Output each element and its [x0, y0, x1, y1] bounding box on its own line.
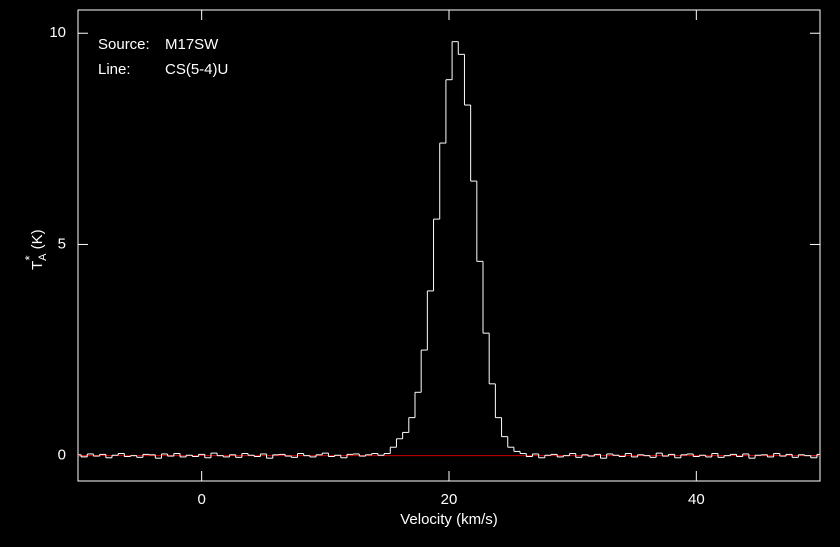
x-tick-label: 20	[441, 491, 458, 508]
y-tick-label: 10	[49, 24, 66, 41]
annotation-value: CS(5-4)U	[165, 61, 228, 78]
y-label-symbol: TA*(K)	[22, 229, 48, 270]
x-axis-label: Velocity (km/s)	[400, 511, 498, 528]
annotation-value: M17SW	[165, 36, 219, 53]
annotation-label: Source:	[98, 36, 150, 53]
x-tick-label: 40	[688, 491, 705, 508]
y-axis-label: TA*(K)	[22, 229, 48, 270]
x-tick-label: 0	[197, 491, 205, 508]
y-tick-label: 0	[58, 447, 66, 464]
y-tick-label: 5	[58, 235, 66, 252]
step-risers	[80, 41, 818, 459]
annotation-label: Line:	[98, 61, 131, 78]
